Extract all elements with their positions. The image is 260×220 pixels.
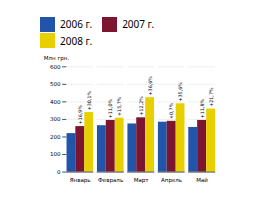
svg-text:400: 400 — [50, 99, 61, 105]
svg-text:500: 500 — [50, 81, 61, 87]
svg-text:+16,9%: +16,9% — [78, 105, 83, 125]
svg-text:0: 0 — [57, 169, 61, 175]
svg-text:+11,0%: +11,0% — [108, 98, 113, 118]
svg-text:100: 100 — [50, 151, 61, 157]
svg-text:Май: Май — [196, 177, 208, 183]
svg-text:+35,6%: +35,6% — [178, 82, 183, 102]
svg-text:+30,1%: +30,1% — [87, 91, 92, 111]
html-text:2008 г.: 2008 г. — [60, 33, 93, 48]
svg-text:+21,7%: +21,7% — [209, 87, 214, 107]
html-text:2007 г.: 2007 г. — [122, 17, 155, 32]
svg-text:Январь: Январь — [70, 177, 91, 184]
svg-text:+36,6%: +36,6% — [148, 76, 153, 96]
svg-text:+15,7%: +15,7% — [117, 96, 122, 116]
svg-text:Млн грн.: Млн грн. — [44, 55, 70, 62]
svg-text:+11,8%: +11,8% — [200, 98, 205, 118]
svg-text:+0,7%: +0,7% — [169, 102, 174, 119]
svg-text:Февраль: Февраль — [98, 177, 123, 184]
svg-text:600: 600 — [50, 64, 61, 70]
svg-text:+12,2%: +12,2% — [139, 96, 144, 116]
svg-text:300: 300 — [50, 116, 61, 122]
html-text:2006 г.: 2006 г. — [60, 17, 93, 32]
svg-text:Март: Март — [134, 177, 150, 184]
svg-text:Апрель: Апрель — [161, 177, 182, 184]
svg-text:200: 200 — [50, 134, 61, 140]
